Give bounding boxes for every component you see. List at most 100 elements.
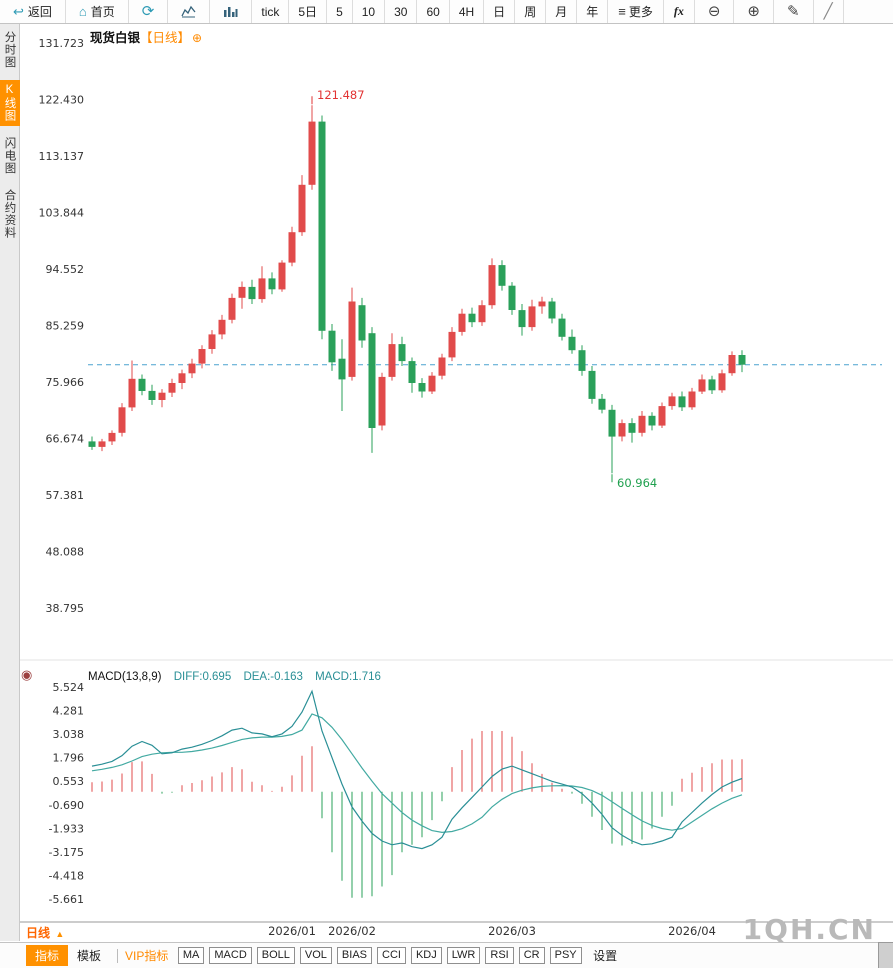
indicator-button-ma[interactable]: MA <box>177 947 205 964</box>
period-30min[interactable]: 30 <box>385 0 418 23</box>
candle-body <box>278 262 286 290</box>
high-price-label: 121.487 <box>317 88 365 102</box>
refresh-button[interactable]: ⟳ <box>129 0 169 23</box>
candle-body <box>238 286 246 298</box>
indicator-button-psy[interactable]: PSY <box>549 947 582 964</box>
period-5min[interactable]: 5 <box>327 0 353 23</box>
hamburger-icon: ≡ <box>618 4 626 19</box>
period-day[interactable]: 日 <box>484 0 516 23</box>
price-axis-label: 113.137 <box>39 150 85 163</box>
indicator-button-macd[interactable]: MACD <box>209 947 252 964</box>
resize-corner[interactable] <box>878 942 893 968</box>
macd-axis-label: 3.038 <box>53 728 85 741</box>
candle-body <box>88 441 96 447</box>
candle-body <box>698 379 706 392</box>
candle-body <box>188 363 196 374</box>
candle-body <box>548 301 556 319</box>
watermark: 1QH.CN <box>743 913 876 946</box>
period-4h[interactable]: 4H <box>450 0 485 23</box>
draw-tool-button[interactable]: ✎ <box>774 0 814 23</box>
period-60min[interactable]: 60 <box>417 0 450 23</box>
candle-body <box>738 355 746 365</box>
macd-axis-label: 4.281 <box>53 705 85 718</box>
zoom-out-button[interactable]: ⊖ <box>695 0 735 23</box>
price-axis-label: 103.844 <box>39 207 85 220</box>
back-button[interactable]: ↩ 返回 <box>0 0 66 23</box>
candle-body <box>398 344 406 362</box>
indicator-button-cr[interactable]: CR <box>518 947 545 964</box>
collapse-triangle-icon: ▲ <box>55 929 65 939</box>
indicator-button-lwr[interactable]: LWR <box>446 947 481 964</box>
period-5day[interactable]: 5日 <box>289 0 328 23</box>
candle-body <box>478 305 486 323</box>
candle-body <box>558 318 566 337</box>
divider <box>117 948 119 963</box>
zoom-in-button[interactable]: ⊕ <box>734 0 774 23</box>
candle-body <box>438 357 446 376</box>
x-axis-month-label: 2026/02 <box>328 924 376 938</box>
candle-body <box>198 349 206 364</box>
indicator-button-boll[interactable]: BOLL <box>256 947 295 964</box>
price-axis-label: 85.259 <box>46 320 85 333</box>
settings-button[interactable]: 设置 <box>593 949 618 963</box>
line-chart-mode-button[interactable] <box>168 0 211 23</box>
candle-body <box>648 415 656 426</box>
bar-chart-icon <box>224 7 238 17</box>
line-chart-icon <box>181 5 196 18</box>
price-axis-label: 48.088 <box>46 546 85 559</box>
tab-indicators[interactable]: 指标 <box>26 945 69 966</box>
candle-body <box>508 285 516 310</box>
home-button[interactable]: ⌂ 首页 <box>66 0 129 23</box>
indicator-button-kdj[interactable]: KDJ <box>410 947 442 964</box>
dea-line <box>91 713 743 834</box>
formula-button[interactable]: fx <box>664 0 695 23</box>
candle-body <box>528 306 536 328</box>
candle-body <box>308 121 316 185</box>
candle-body <box>598 398 606 410</box>
period-month[interactable]: 月 <box>546 0 578 23</box>
period-week[interactable]: 周 <box>515 0 547 23</box>
candle-body <box>458 313 466 332</box>
candle-body <box>618 423 626 437</box>
bar-chart-mode-button[interactable] <box>210 0 253 23</box>
macd-axis-label: -5.661 <box>49 893 84 906</box>
candle-body <box>148 390 156 400</box>
trendline-tool-button[interactable]: ╱ <box>814 0 844 23</box>
macd-axis-label: 5.524 <box>53 681 85 694</box>
macd-dea-value: DEA:-0.163 <box>243 671 303 683</box>
indicator-button-rsi[interactable]: RSI <box>485 947 514 964</box>
back-icon: ↩ <box>13 4 24 19</box>
candle-body <box>488 265 496 306</box>
candle-body <box>258 278 266 300</box>
sidebar-item-lightning-chart[interactable]: 闪电图 <box>3 136 16 175</box>
period-10min[interactable]: 10 <box>353 0 386 23</box>
indicator-settings-icon[interactable]: ◉ <box>21 667 33 682</box>
sidebar-item-kline-chart[interactable]: K线图 <box>0 79 20 126</box>
candle-body <box>608 409 616 437</box>
sidebar-item-time-chart[interactable]: 分时图 <box>3 31 16 69</box>
indicator-button-cci[interactable]: CCI <box>377 947 406 964</box>
zoom-in-icon: ⊕ <box>747 3 760 20</box>
more-label: 更多 <box>628 5 653 19</box>
indicator-button-vol[interactable]: VOL <box>299 947 332 964</box>
candle-body <box>408 361 416 383</box>
sidebar-item-contract-info[interactable]: 合约资料 <box>3 189 16 239</box>
tab-templates[interactable]: 模板 <box>77 949 102 963</box>
candle-body <box>328 330 336 363</box>
indicator-button-bias[interactable]: BIAS <box>336 947 372 964</box>
candle-body <box>288 232 296 263</box>
candle-body <box>248 286 256 300</box>
period-tick[interactable]: tick <box>252 0 290 23</box>
vip-indicators-link[interactable]: VIP指标 <box>125 949 169 963</box>
home-label: 首页 <box>90 5 115 19</box>
price-axis-label: 131.723 <box>39 37 85 50</box>
period-year[interactable]: 年 <box>577 0 609 23</box>
current-period-tab[interactable]: 日线 ▲ <box>26 924 64 941</box>
more-menu-button[interactable]: ≡ 更多 <box>608 0 664 23</box>
candle-body <box>518 310 526 328</box>
candle-body <box>168 383 176 393</box>
add-overlay-icon[interactable]: ⊕ <box>192 31 203 45</box>
macd-axis-label: 0.553 <box>53 775 85 788</box>
candle-body <box>588 370 596 399</box>
